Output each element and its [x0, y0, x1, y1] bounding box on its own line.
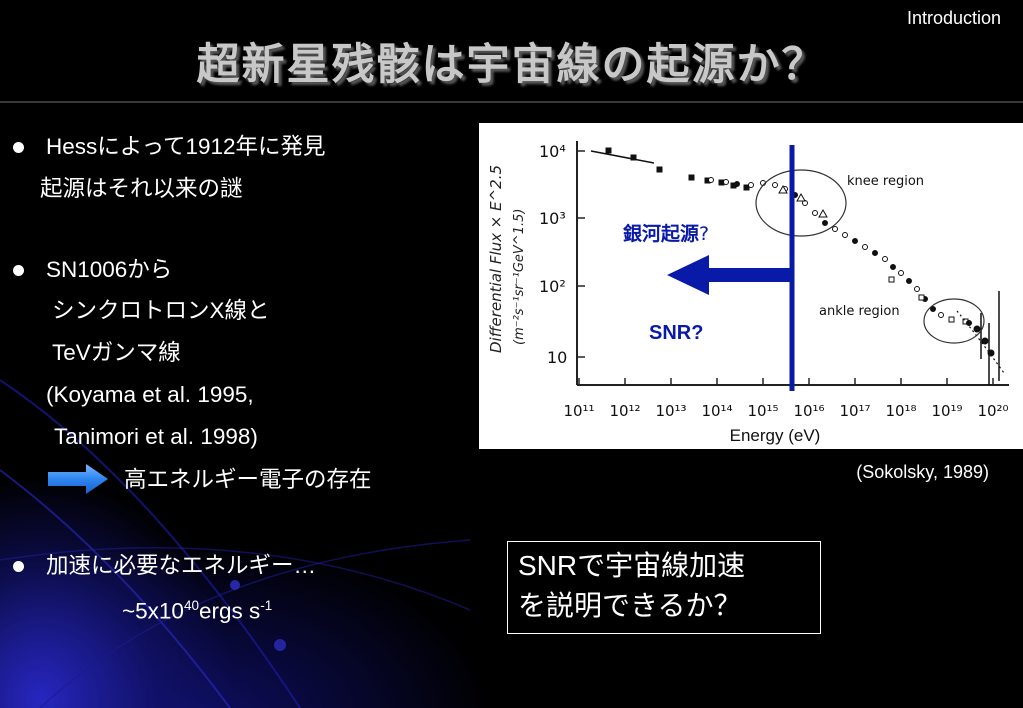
cosmic-ray-spectrum-figure: Differential Flux × E^2.5 (m⁻²s⁻¹sr⁻¹GeV…	[479, 123, 1023, 449]
y-tick-label: 10²	[539, 277, 566, 296]
spectrum-data-points	[590, 147, 1005, 385]
x-tick-label: 10¹³	[655, 402, 686, 420]
bullet-1-line-2: 起源はそれ以来の謎	[40, 176, 243, 201]
right-arrow-icon	[48, 464, 108, 494]
galactic-origin-label: 銀河起源?	[623, 222, 709, 245]
energy-unit: ergs s	[198, 598, 261, 624]
x-tick-marks	[578, 378, 994, 385]
x-tick-label: 10¹¹	[563, 402, 594, 420]
energy-prefix: ~5x10	[122, 598, 184, 624]
bullet-3-energy: ~5x1040ergs s-1	[122, 592, 272, 626]
spectrum-plot: Differential Flux × E^2.5 (m⁻²s⁻¹sr⁻¹GeV…	[487, 141, 1009, 445]
bullet-list: Hessによって1912年に発見 起源はそれ以来の謎 SN1006から シンクロ…	[0, 0, 470, 708]
x-tick-label: 10¹⁵	[747, 402, 778, 420]
bullet-2-line-1: SN1006から	[46, 257, 173, 282]
question-box: SNRで宇宙線加速 を説明できるか？	[507, 541, 821, 634]
question-line-1: SNRで宇宙線加速	[518, 550, 746, 581]
x-tick-label: 10¹²	[609, 402, 640, 420]
energy-exponent: 40	[183, 598, 199, 613]
galactic-origin-text: 銀河起源	[623, 222, 699, 245]
x-tick-label: 10¹⁶	[793, 402, 824, 420]
galactic-origin-qmark: ?	[699, 223, 709, 245]
slide-title: 超新星残骸は宇宙線の起源か？	[196, 40, 827, 90]
x-tick-label: 10¹⁷	[839, 402, 870, 420]
bullet-2-line-5: Tanimori et al. 1998)	[54, 424, 258, 449]
bullet-2-line-3: TeVガンマ線	[52, 340, 181, 365]
y-tick-label: 10³	[539, 209, 566, 228]
snr-label: SNR?	[649, 322, 703, 344]
y-tick-label: 10	[547, 348, 567, 367]
bullet-dot	[13, 265, 24, 276]
source-citation: (Sokolsky, 1989)	[856, 462, 989, 482]
y-tick-label: 10⁴	[539, 142, 566, 161]
x-tick-label: 10²⁰	[977, 402, 1008, 420]
knee-region-ellipse	[755, 169, 847, 237]
y-axis-label: Differential Flux × E^2.5	[487, 165, 505, 353]
section-label: Introduction	[906, 8, 1001, 28]
energy-unit-exponent: -1	[260, 598, 273, 613]
x-axis-label: Energy (eV)	[730, 426, 821, 445]
bullet-1-line-1: Hessによって1912年に発見	[46, 134, 326, 159]
bullet-2-line-4: (Koyama et al. 1995,	[46, 382, 254, 407]
y-tick-marks	[577, 150, 585, 358]
title-divider	[0, 101, 1023, 103]
bullet-dot	[13, 142, 24, 153]
bullet-2-line-2: シンクロトロンX線と	[52, 298, 270, 323]
x-tick-label: 10¹⁹	[931, 402, 962, 420]
x-tick-label: 10¹⁸	[885, 402, 916, 420]
question-line-2: を説明できるか？	[518, 590, 742, 621]
bullet-3-line-1: 加速に必要なエネルギー…	[46, 553, 317, 578]
y-axis-unit: (m⁻²s⁻¹sr⁻¹GeV^1.5)	[512, 209, 527, 345]
x-tick-label: 10¹⁴	[701, 402, 732, 420]
ankle-region-ellipse	[923, 298, 985, 344]
bullet-2-result: 高エネルギー電子の存在	[124, 467, 372, 492]
left-arrow-icon	[667, 255, 792, 295]
bullet-dot	[13, 561, 24, 572]
knee-region-label: knee region	[847, 174, 924, 189]
ankle-region-label: ankle region	[819, 304, 900, 319]
